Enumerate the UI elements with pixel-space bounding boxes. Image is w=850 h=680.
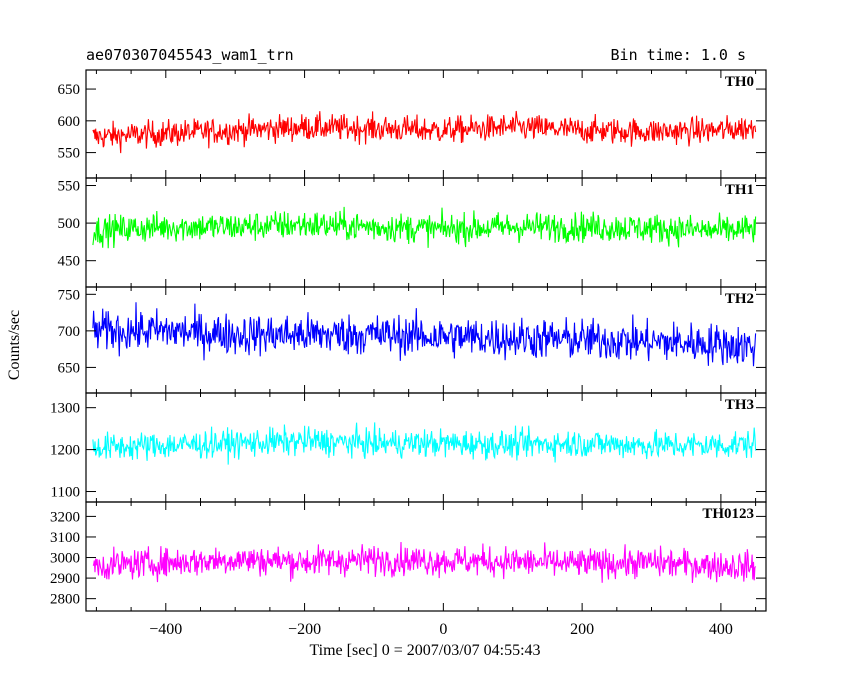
chart-title: ae070307045543_wam1_trn — [86, 46, 294, 64]
series-line-th2 — [92, 302, 757, 367]
x-tick-label: −200 — [288, 621, 321, 638]
series-label: TH3 — [725, 397, 754, 413]
x-axis: −400 −200 0 200 400 — [149, 621, 733, 638]
y-tick-label: 3000 — [50, 551, 80, 567]
series-label: TH0 — [725, 74, 754, 90]
y-tick-label: 450 — [58, 254, 81, 270]
panel-th0: 550 600 650 TH0 — [58, 69, 767, 179]
series-line-th1 — [92, 206, 757, 249]
x-tick-label: 0 — [439, 621, 447, 638]
y-tick-label: 500 — [58, 216, 81, 232]
series-line-th0123 — [92, 541, 757, 583]
series-line-th0 — [92, 110, 757, 154]
y-tick-label: 3100 — [50, 530, 80, 546]
y-tick-label: 1100 — [51, 485, 80, 501]
y-tick-label: 600 — [58, 114, 81, 130]
y-tick-label: 650 — [58, 360, 81, 376]
y-axis-label: Counts/sec — [6, 310, 23, 380]
panel-frame — [85, 501, 767, 612]
panel-th2: 650 700 750 TH2 — [58, 286, 767, 394]
panel-th3: 1100 1200 1300 TH3 — [50, 392, 767, 503]
x-tick-label: −400 — [149, 621, 182, 638]
panel-th0123: 2800 2900 3000 3100 3200 TH0123 — [50, 501, 767, 612]
y-tick-label: 2900 — [50, 571, 80, 587]
panels-group: 550 600 650 TH0 450 500 550 TH1 650 700 750 TH2 1100… — [50, 69, 767, 612]
series-label: TH2 — [725, 291, 754, 307]
y-tick-label: 550 — [58, 179, 81, 195]
series-label: TH1 — [725, 182, 754, 198]
x-tick-label: 400 — [709, 621, 733, 638]
y-tick-label: 700 — [58, 324, 81, 340]
series-line-th3 — [92, 422, 757, 465]
y-tick-label: 1200 — [50, 443, 80, 459]
y-tick-label: 1300 — [50, 401, 80, 417]
x-tick-label: 200 — [570, 621, 594, 638]
series-label: TH0123 — [702, 506, 754, 522]
y-tick-label: 3200 — [50, 509, 80, 525]
y-tick-label: 2800 — [50, 592, 80, 608]
y-tick-label: 750 — [58, 287, 81, 303]
panel-th1: 450 500 550 TH1 — [58, 177, 767, 288]
y-tick-label: 550 — [58, 146, 81, 162]
bin-time-label: Bin time: 1.0 s — [611, 46, 746, 64]
x-axis-label: Time [sec] 0 = 2007/03/07 04:55:43 — [309, 642, 540, 659]
y-tick-label: 650 — [58, 82, 81, 98]
